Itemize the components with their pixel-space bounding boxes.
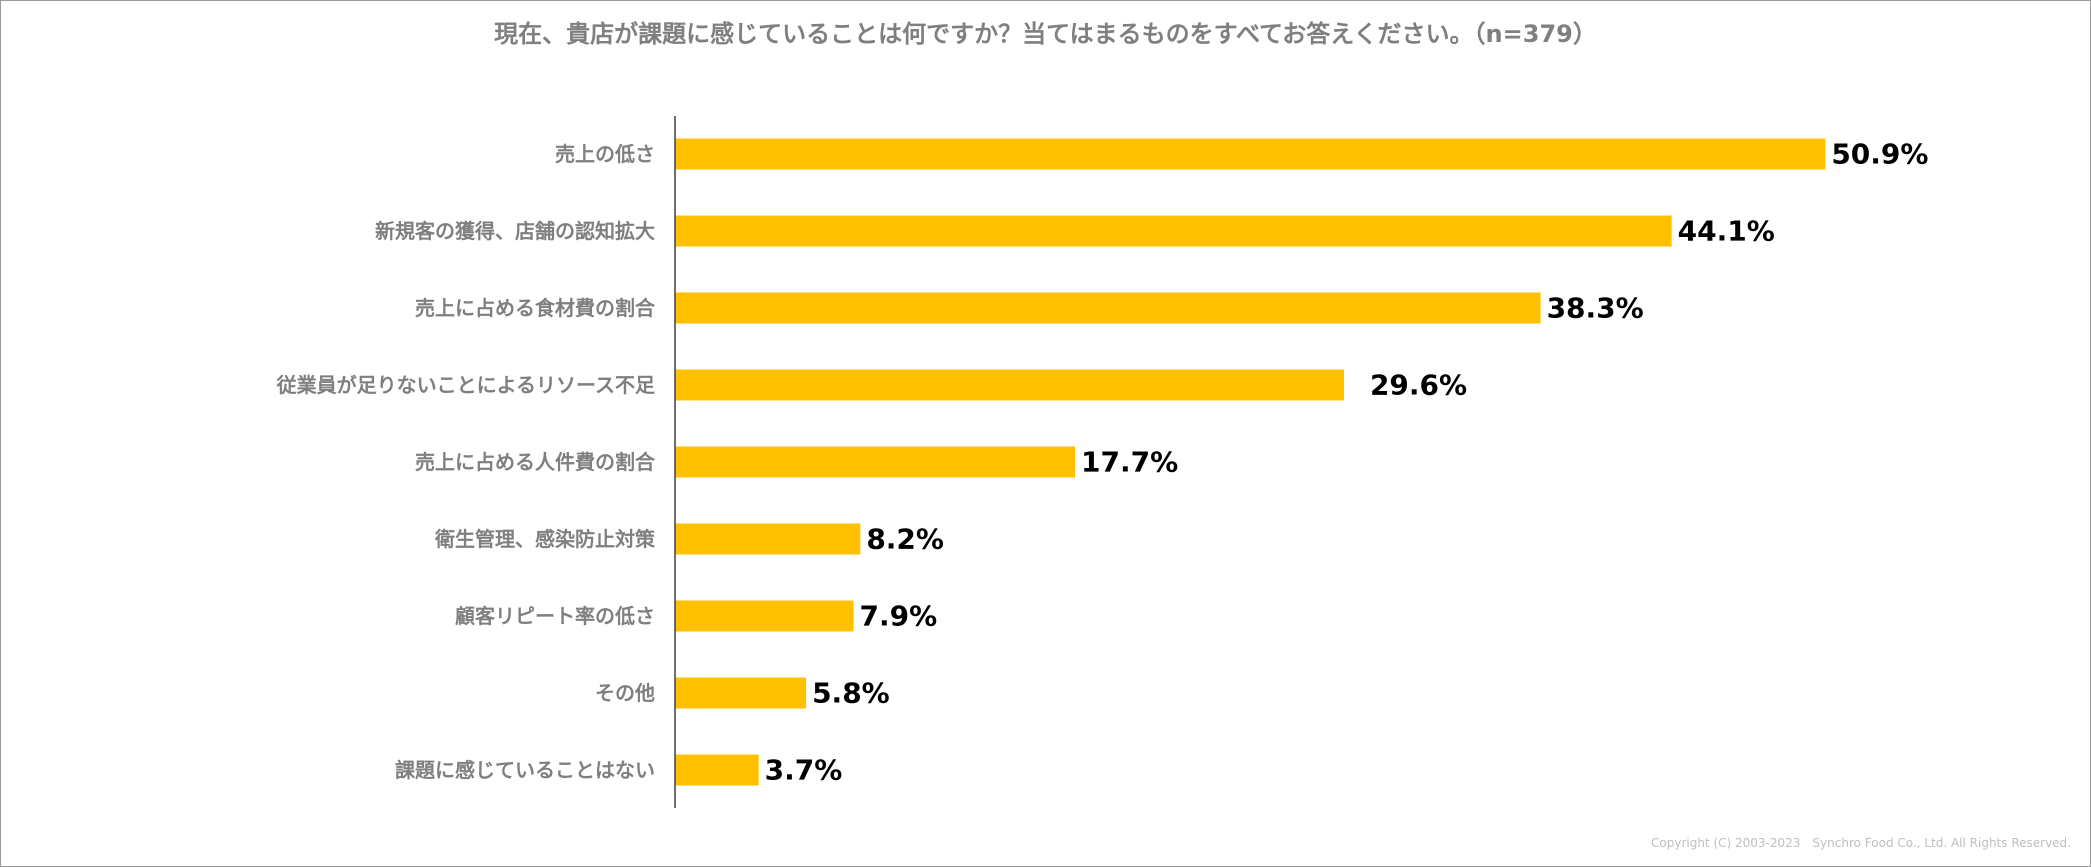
copyright-text: Copyright (C) 2003-2023 Synchro Food Co.… (1651, 836, 2071, 850)
category-label-2: 新規客の獲得、店舗の認知拡大 (375, 219, 655, 243)
chart-title: 現在、貴店が課題に感じていることは何ですか？当てはまるものをすべてお答えください… (494, 20, 1597, 48)
category-label-9: 課題に感じていることはない (395, 758, 655, 782)
bar-3 (675, 292, 1541, 324)
value-label-3: 38.3% (1547, 292, 1644, 325)
category-label-4: 従業員が足りないことによるリソース不足 (276, 373, 656, 397)
category-label-1: 売上の低さ (555, 142, 655, 166)
bar-2 (675, 215, 1672, 247)
value-label-2: 44.1% (1678, 215, 1775, 248)
value-label-4: 29.6% (1370, 369, 1467, 402)
bars-group: 売上の低さ 50.9% 新規客の獲得、店舗の認知拡大 44.1% 売上に占める食材費の割… (276, 138, 1929, 787)
bar-7 (675, 600, 854, 632)
value-label-7: 7.9% (860, 600, 938, 633)
bar-1 (675, 138, 1826, 170)
value-label-9: 3.7% (765, 754, 843, 787)
category-label-3: 売上に占める食材費の割合 (415, 296, 656, 320)
category-label-5: 売上に占める人件費の割合 (415, 450, 656, 474)
value-label-8: 5.8% (812, 677, 890, 710)
bar-8 (675, 677, 807, 709)
bar-5 (675, 446, 1076, 478)
category-label-7: 顧客リピート率の低さ (455, 604, 655, 628)
value-label-6: 8.2% (866, 523, 944, 556)
category-label-6: 衛生管理、感染防止対策 (434, 527, 656, 551)
category-label-8: その他 (595, 681, 655, 705)
bar-9 (675, 754, 759, 786)
value-label-1: 50.9% (1831, 138, 1928, 171)
bar-4 (675, 369, 1344, 401)
bar-6 (675, 523, 861, 555)
value-label-5: 17.7% (1081, 446, 1178, 479)
